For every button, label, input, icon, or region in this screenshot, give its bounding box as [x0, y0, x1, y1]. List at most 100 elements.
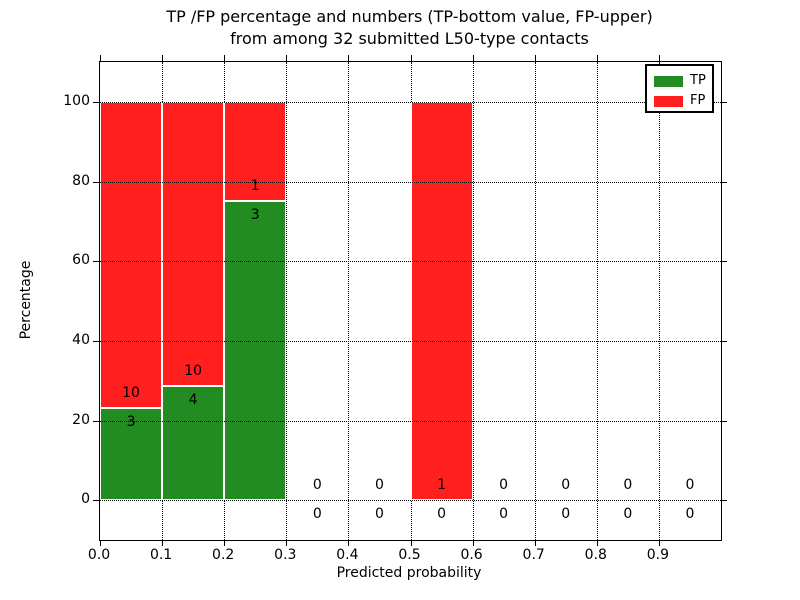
y-axis-label: Percentage: [18, 260, 34, 340]
vertical-gridline: [286, 62, 288, 540]
horizontal-gridline: [100, 500, 721, 502]
fp-count-label: 0: [685, 477, 695, 494]
tp-bar-segment: [100, 408, 163, 501]
fp-count-label: 0: [374, 477, 384, 494]
x-tick-mark-top: [596, 55, 598, 61]
fp-count-label: 1: [437, 477, 446, 494]
fp-count-label: 0: [499, 477, 509, 494]
x-tick-mark-bottom: [534, 540, 536, 546]
x-tick-mark-bottom: [472, 540, 474, 546]
legend-item-fp: FP: [654, 92, 712, 110]
x-tick-mark-bottom: [658, 540, 660, 546]
y-tick-label: 40: [72, 331, 90, 348]
y-tick-mark-left: [93, 261, 99, 263]
tp-count-label: 0: [623, 506, 633, 523]
vertical-gridline: [348, 62, 350, 540]
horizontal-gridline: [100, 101, 721, 103]
tp-count-label: 0: [374, 506, 384, 523]
fp-bar-segment: [162, 101, 225, 387]
horizontal-gridline: [100, 181, 721, 183]
horizontal-gridline: [100, 340, 721, 342]
fp-count-label: 10: [122, 385, 140, 402]
y-tick-mark-left: [93, 500, 99, 502]
y-tick-mark-right: [721, 340, 727, 342]
fp-count-label: 1: [250, 178, 260, 195]
x-tick-label: 0.1: [149, 547, 173, 563]
legend: TP FP: [645, 64, 714, 113]
fp-count-label: 10: [184, 363, 203, 380]
tp-bar-segment: [224, 201, 287, 501]
vertical-gridline: [596, 62, 598, 540]
tp-count-label: 4: [188, 392, 198, 409]
x-tick-label: 0.2: [212, 547, 235, 563]
x-tick-mark-top: [100, 55, 101, 61]
x-tick-mark-bottom: [348, 540, 350, 546]
x-tick-mark-top: [162, 55, 164, 61]
fp-count-label: 0: [623, 477, 633, 494]
tp-count-label: 0: [685, 506, 695, 523]
plot-area: 10 3 10 4 1 3 0 0 0 0 1 0 0 0 0 0 0 0 0 0: [93, 55, 727, 546]
y-tick-label: 20: [72, 411, 90, 428]
x-tick-mark-bottom: [410, 540, 412, 546]
tp-bar-segment: [162, 386, 225, 501]
y-tick-label: 80: [72, 172, 90, 189]
x-tick-mark-top: [348, 55, 350, 61]
x-tick-label: 0.5: [398, 547, 421, 563]
y-tick-mark-left: [93, 101, 99, 103]
x-axis-label: Predicted probability: [336, 565, 482, 581]
x-tick-mark-top: [410, 55, 412, 61]
tp-color-swatch: [654, 75, 683, 87]
y-tick-label: 60: [72, 252, 90, 269]
tp-count-label: 0: [499, 506, 509, 523]
horizontal-gridline: [100, 261, 721, 263]
x-tick-label: 0.7: [522, 547, 545, 563]
fp-bar-segment: [224, 101, 287, 202]
legend-label-fp: FP: [690, 93, 706, 108]
fp-color-swatch: [654, 95, 683, 107]
x-tick-mark-bottom: [224, 540, 226, 546]
fp-count-label: 0: [561, 477, 571, 494]
y-tick-mark-right: [721, 500, 727, 502]
vertical-gridline: [658, 62, 660, 540]
x-tick-mark-top: [286, 55, 288, 61]
tp-count-label: 0: [312, 506, 322, 523]
y-tick-label: 100: [63, 92, 90, 109]
horizontal-gridline: [100, 420, 721, 422]
x-tick-label: 0.4: [336, 547, 359, 563]
legend-label-tp: TP: [690, 73, 706, 88]
x-tick-label: 0.9: [646, 547, 670, 563]
tp-count-label: 3: [126, 414, 136, 431]
x-tick-label: 0.8: [584, 547, 607, 563]
chart-title-line1: TP /FP percentage and numbers (TP-bottom…: [166, 7, 653, 26]
x-tick-mark-bottom: [162, 540, 164, 546]
tp-count-label: 0: [561, 506, 571, 523]
y-tick-mark-left: [93, 340, 99, 342]
x-tick-mark-top: [224, 55, 226, 61]
x-tick-label: 0.6: [460, 547, 483, 563]
vertical-gridline: [534, 62, 536, 540]
tp-count-label: 3: [250, 207, 260, 224]
x-tick-mark-bottom: [286, 540, 288, 546]
y-tick-mark-left: [93, 181, 99, 183]
fp-bar-segment: [410, 101, 473, 501]
y-tick-mark-right: [721, 261, 727, 263]
x-tick-label: 0.3: [274, 547, 297, 563]
vertical-gridline: [472, 62, 474, 540]
x-tick-mark-top: [658, 55, 660, 61]
fp-bar-segment: [100, 101, 163, 409]
x-tick-mark-bottom: [596, 540, 598, 546]
chart-title-line2: from among 32 submitted L50-type contact…: [230, 29, 589, 48]
y-tick-mark-right: [721, 420, 727, 422]
y-tick-mark-left: [93, 420, 99, 422]
x-tick-label: 0.0: [87, 547, 111, 563]
fp-count-label: 0: [312, 477, 322, 494]
x-tick-mark-top: [534, 55, 536, 61]
y-tick-mark-right: [721, 101, 727, 103]
x-tick-mark-top: [472, 55, 474, 61]
legend-item-tp: TP: [654, 72, 712, 90]
chart-title: TP /FP percentage and numbers (TP-bottom…: [99, 6, 720, 50]
y-tick-mark-right: [721, 181, 727, 183]
y-tick-label: 0: [81, 491, 90, 508]
tp-count-label: 0: [437, 506, 446, 523]
